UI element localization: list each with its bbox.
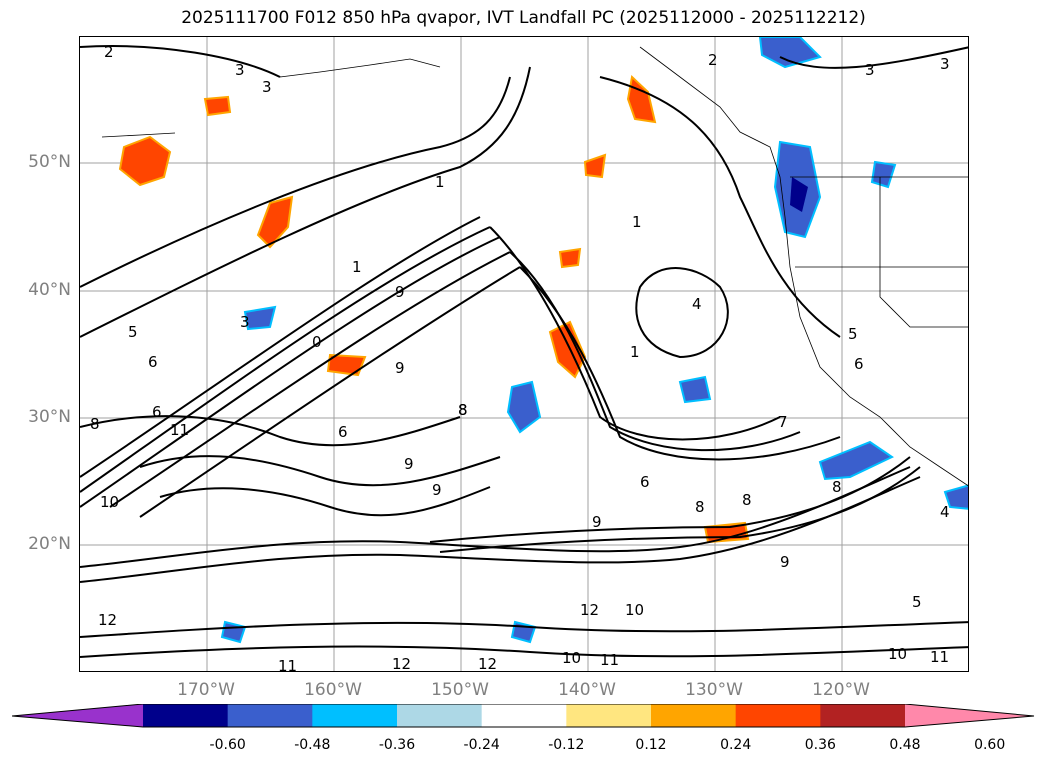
colorbar-tick-label: -0.12	[548, 737, 585, 753]
map-panel: 2 3 3 2 3 3 1 1 9 1 5 6 3 0 6 8 11 9 8 9…	[79, 36, 969, 672]
colorbar-tick-label: -0.60	[209, 737, 246, 753]
contour-label: 11	[600, 651, 619, 669]
contour-label: 1	[352, 258, 362, 276]
lon-label-170w: 170°W	[177, 680, 235, 700]
contour-label: 11	[170, 421, 189, 439]
contour-label: 9	[395, 283, 405, 301]
contour-label: 5	[912, 593, 922, 611]
contour-label: 11	[278, 657, 297, 672]
contour-label: 8	[458, 401, 468, 419]
contour-lines	[80, 45, 968, 658]
contour-labels: 2 3 3 2 3 3 1 1 9 1 5 6 3 0 6 8 11 9 8 9…	[90, 43, 950, 672]
contour-label: 8	[695, 498, 705, 516]
contour-label: 9	[432, 481, 442, 499]
contour-label: 1	[630, 343, 640, 361]
colorbar-cell	[566, 704, 652, 727]
colorbar	[12, 704, 1035, 728]
contour-label: 9	[395, 359, 405, 377]
contour-label: 6	[854, 355, 864, 373]
lon-label-150w: 150°W	[431, 680, 489, 700]
contour-label: 10	[100, 493, 119, 511]
contour-label: 9	[592, 513, 602, 531]
contour-label: 12	[478, 655, 497, 672]
lon-label-120w: 120°W	[812, 680, 870, 700]
contour-label: 8	[458, 401, 468, 419]
figure-title: 2025111700 F012 850 hPa qvapor, IVT Land…	[181, 8, 866, 28]
contour-label: 4	[940, 503, 950, 521]
contour-label: 6	[338, 423, 348, 441]
colorbar-tick-label: 0.60	[974, 737, 1006, 753]
lon-label-140w: 140°W	[558, 680, 616, 700]
colorbar-tick-label: 0.48	[889, 737, 921, 753]
colorbar-extend-high	[905, 704, 1034, 727]
contour-label: 8	[832, 478, 842, 496]
colorbar-tick-label: 0.36	[804, 737, 836, 753]
colorbar-tick-label: -0.24	[463, 737, 500, 753]
contour-label: 4	[692, 295, 702, 313]
lon-label-130w: 130°W	[685, 680, 743, 700]
colorbar-tick-label: -0.48	[294, 737, 331, 753]
contour-label: 6	[152, 403, 162, 421]
contour-label: 0	[312, 333, 322, 351]
lat-label-40n: 40°N	[28, 280, 71, 300]
contour-label: 8	[90, 415, 100, 433]
colorbar-extend-low	[12, 704, 143, 727]
contour-label: 10	[888, 645, 907, 663]
colorbar-tick-label: 0.24	[720, 737, 752, 753]
colorbar-cell	[481, 704, 567, 727]
colorbar-cell	[820, 704, 906, 727]
coastlines	[101, 46, 968, 487]
contour-label: 5	[128, 323, 138, 341]
contour-label: 3	[235, 61, 245, 79]
lat-label-50n: 50°N	[28, 152, 71, 172]
colorbar-cell	[651, 704, 737, 727]
contour-label: 3	[865, 61, 875, 79]
lon-label-160w: 160°W	[304, 680, 362, 700]
contour-label: 1	[435, 173, 445, 191]
contour-label: 12	[392, 655, 411, 672]
lat-label-30n: 30°N	[28, 407, 71, 427]
contour-label: 12	[580, 601, 599, 619]
contour-label: 3	[262, 78, 272, 96]
contour-label: 3	[240, 313, 250, 331]
colorbar-cell	[143, 704, 229, 727]
colorbar-cell	[735, 704, 821, 727]
contour-label: 9	[404, 455, 414, 473]
contour-label: 6	[148, 353, 158, 371]
contour-label: 12	[98, 611, 117, 629]
map-canvas: 2 3 3 2 3 3 1 1 9 1 5 6 3 0 6 8 11 9 8 9…	[80, 37, 968, 672]
contour-label: 10	[625, 601, 644, 619]
contour-label: 10	[562, 649, 581, 667]
contour-label: 3	[940, 55, 950, 73]
colorbar-cell	[312, 704, 398, 727]
contour-label: 2	[104, 43, 114, 61]
colorbar-tick-label: -0.36	[378, 737, 416, 753]
contour-label: 6	[640, 473, 650, 491]
contour-label: 2	[708, 51, 718, 69]
colorbar-cell	[227, 704, 313, 727]
colorbar-cell	[397, 704, 483, 727]
colorbar-tick-label: 0.12	[635, 737, 667, 753]
contour-label: 9	[780, 553, 790, 571]
contour-label: 1	[632, 213, 642, 231]
contour-label: 11	[930, 648, 949, 666]
gridlines	[80, 37, 968, 671]
contour-label: 8	[742, 491, 752, 509]
contour-label: 7	[778, 413, 788, 431]
lat-label-20n: 20°N	[28, 534, 71, 554]
contour-label: 5	[848, 325, 858, 343]
